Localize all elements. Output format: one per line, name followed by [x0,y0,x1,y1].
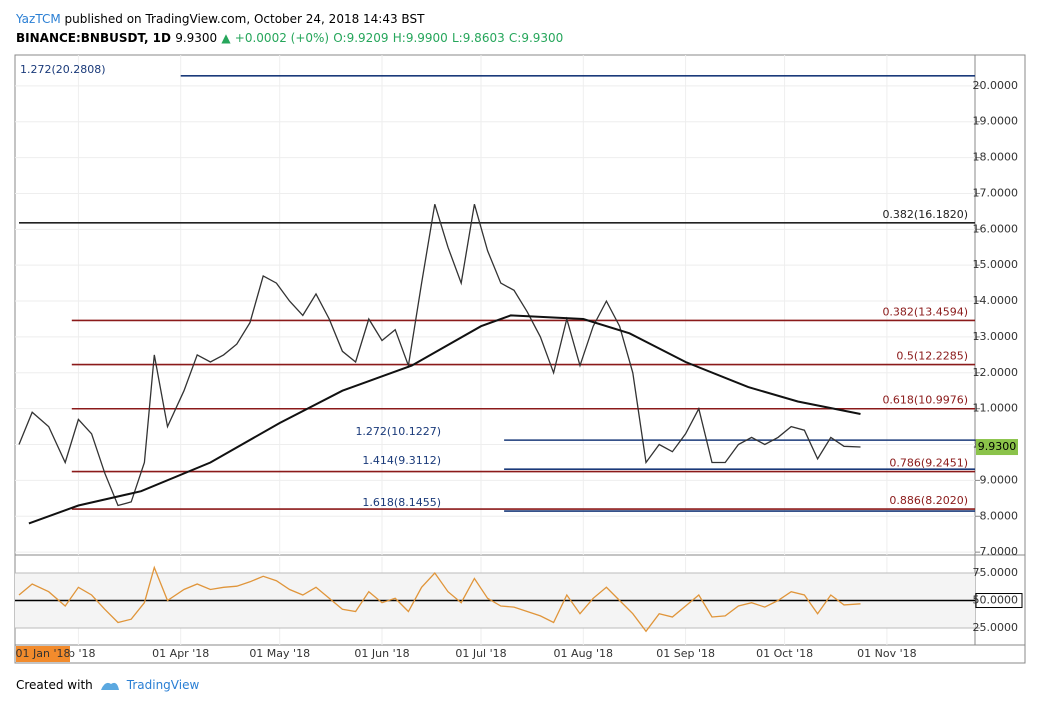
fib-label: 0.618(10.9976) [882,394,968,407]
published: published on TradingView.com, October 24… [64,12,425,26]
symbol: BINANCE:BNBUSDT, 1D [16,31,171,45]
last: 9.9300 [175,31,218,45]
arrow: ▲ [221,31,231,45]
y-tick-label: 50.0000 [973,594,1019,607]
brand[interactable]: TradingView [126,678,200,692]
x-tick-label: 01 Sep '18 [656,647,715,660]
y-tick-label: 17.0000 [973,186,1019,199]
fib-label: 1.414(9.3112) [362,454,441,467]
fib-label: 1.272(10.1227) [355,425,441,438]
crosshair-label: 01 Jan '18 [16,647,71,660]
fib-label: 0.382(13.4594) [882,305,968,318]
rsi-label-box [975,593,1023,609]
price-line [18,204,861,507]
high: H:9.9900 [392,31,448,45]
y-tick-label: 15.0000 [973,258,1019,271]
x-tick-label: 01 Apr '18 [152,647,209,660]
crosshair-box [16,646,70,662]
change: +0.0002 (+0%) [234,31,330,45]
symbol-line: BINANCE:BNBUSDT, 1D 9.9300 ▲ +0.0002 (+0… [16,31,563,45]
x-tick-label: 01 May '18 [249,647,310,660]
y-tick-label: 11.0000 [973,402,1019,415]
y-tick-label: 14.0000 [973,294,1019,307]
x-tick-label: 01 Jul '18 [455,647,506,660]
y-tick-label: 20.0000 [973,79,1019,92]
y-tick-label: 25.0000 [973,621,1019,634]
author[interactable]: YazTCM [16,12,61,26]
y-tick-label: 13.0000 [973,330,1019,343]
frame [14,54,1026,664]
footer: Created with TradingView [16,678,199,692]
y-tick-label: 16.0000 [973,222,1019,235]
x-tick-label: 01 Jun '18 [354,647,409,660]
open: O:9.9209 [333,31,389,45]
close: C:9.9300 [508,31,564,45]
last-price-label: 9.9300 [978,440,1017,453]
y-tick-label: 8.0000 [980,509,1019,522]
created-with: Created with [16,678,93,692]
header: YazTCM published on TradingView.com, Oct… [16,12,424,26]
last-price-box [976,439,1018,456]
fib-label: 0.5(12.2285) [896,350,968,363]
x-tick-label: 01 Oct '18 [756,647,813,660]
logo [100,682,119,690]
x-tick-label: 01 Nov '18 [857,647,916,660]
price-line [28,314,861,525]
y-tick-label: 18.0000 [973,151,1019,164]
fib-label: 0.786(9.2451) [889,457,968,470]
chart: 7.00008.00009.000010.000011.000012.00001… [14,54,1026,664]
fib-label: 1.272(20.2808) [20,63,106,76]
y-tick-label: 75.0000 [973,566,1019,579]
rsi-line [18,565,861,633]
low: L:9.8603 [452,31,505,45]
y-tick-label: 9.0000 [980,473,1019,486]
y-tick-label: 12.0000 [973,366,1019,379]
fib-label: 0.382(16.1820) [882,208,968,221]
fib-label: 1.618(8.1455) [362,496,441,509]
y-tick-label: 7.0000 [980,545,1019,558]
fib-label: 0.886(8.2020) [889,494,968,507]
x-tick-label: 01 Aug '18 [554,647,614,660]
y-tick-label: 19.0000 [973,115,1019,128]
